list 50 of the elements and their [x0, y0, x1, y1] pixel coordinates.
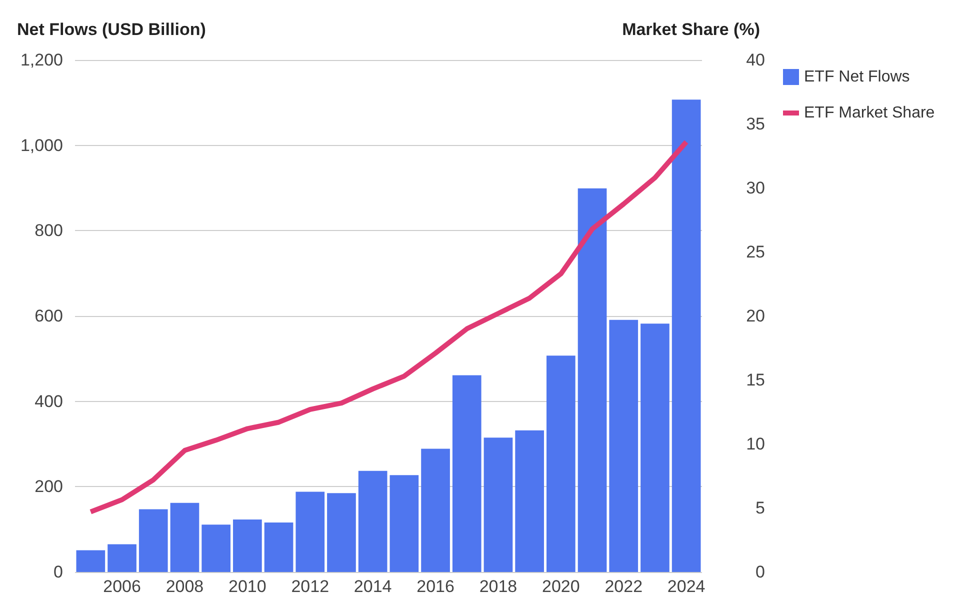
bar [452, 375, 482, 572]
bar [76, 550, 106, 572]
y2-tick-label: 30 [746, 178, 765, 198]
y-axis-title: Net Flows (USD Billion) [17, 20, 206, 39]
y2-tick-label: 40 [746, 50, 765, 70]
bar [484, 438, 513, 572]
y2-axis-title: Market Share (%) [622, 20, 760, 39]
y-tick-label: 600 [34, 306, 63, 326]
bar [546, 356, 576, 572]
bar [327, 493, 356, 572]
y2-tick-label: 15 [746, 370, 765, 390]
x-tick-label: 2006 [103, 577, 141, 595]
bar [672, 100, 701, 572]
x-tick-label: 2016 [416, 577, 454, 595]
y2-tick-label: 5 [756, 498, 765, 518]
y-tick-label: 400 [34, 392, 63, 411]
bar [609, 320, 638, 572]
bar [390, 475, 419, 572]
y2-tick-label: 10 [746, 434, 765, 454]
x-tick-label: 2010 [228, 577, 266, 595]
bar [108, 544, 136, 572]
bar [138, 509, 168, 572]
y-tick-label: 800 [34, 221, 63, 240]
y-tick-label: 200 [34, 477, 63, 496]
x-tick-label: 2012 [291, 577, 330, 595]
bar [170, 502, 200, 572]
x-tick-label: 2008 [166, 577, 204, 595]
x-tick-label: 2014 [354, 577, 392, 595]
bar [515, 430, 544, 572]
bar [640, 324, 670, 572]
x-tick-label: 2018 [479, 577, 518, 595]
y-tick-label: 1,000 [20, 136, 63, 155]
y2-tick-label: 0 [756, 562, 765, 582]
x-tick-label: 2022 [604, 577, 643, 595]
bar [296, 492, 325, 572]
x-tick-label: 2024 [667, 577, 706, 595]
x-tick-label: 2020 [542, 577, 580, 595]
bar [421, 448, 450, 572]
bar [233, 520, 262, 572]
y2-tick-label: 20 [746, 306, 765, 326]
legend-label: ETF Market Share [804, 104, 935, 122]
bar [202, 524, 230, 572]
bar [578, 188, 607, 572]
y2-tick-label: 35 [746, 114, 765, 134]
bar [264, 522, 294, 572]
y-tick-label: 1,200 [20, 50, 63, 70]
legend-label: ETF Net Flows [804, 68, 910, 86]
bar [358, 470, 388, 572]
y2-tick-label: 25 [746, 242, 765, 262]
y-tick-label: 0 [54, 562, 63, 582]
